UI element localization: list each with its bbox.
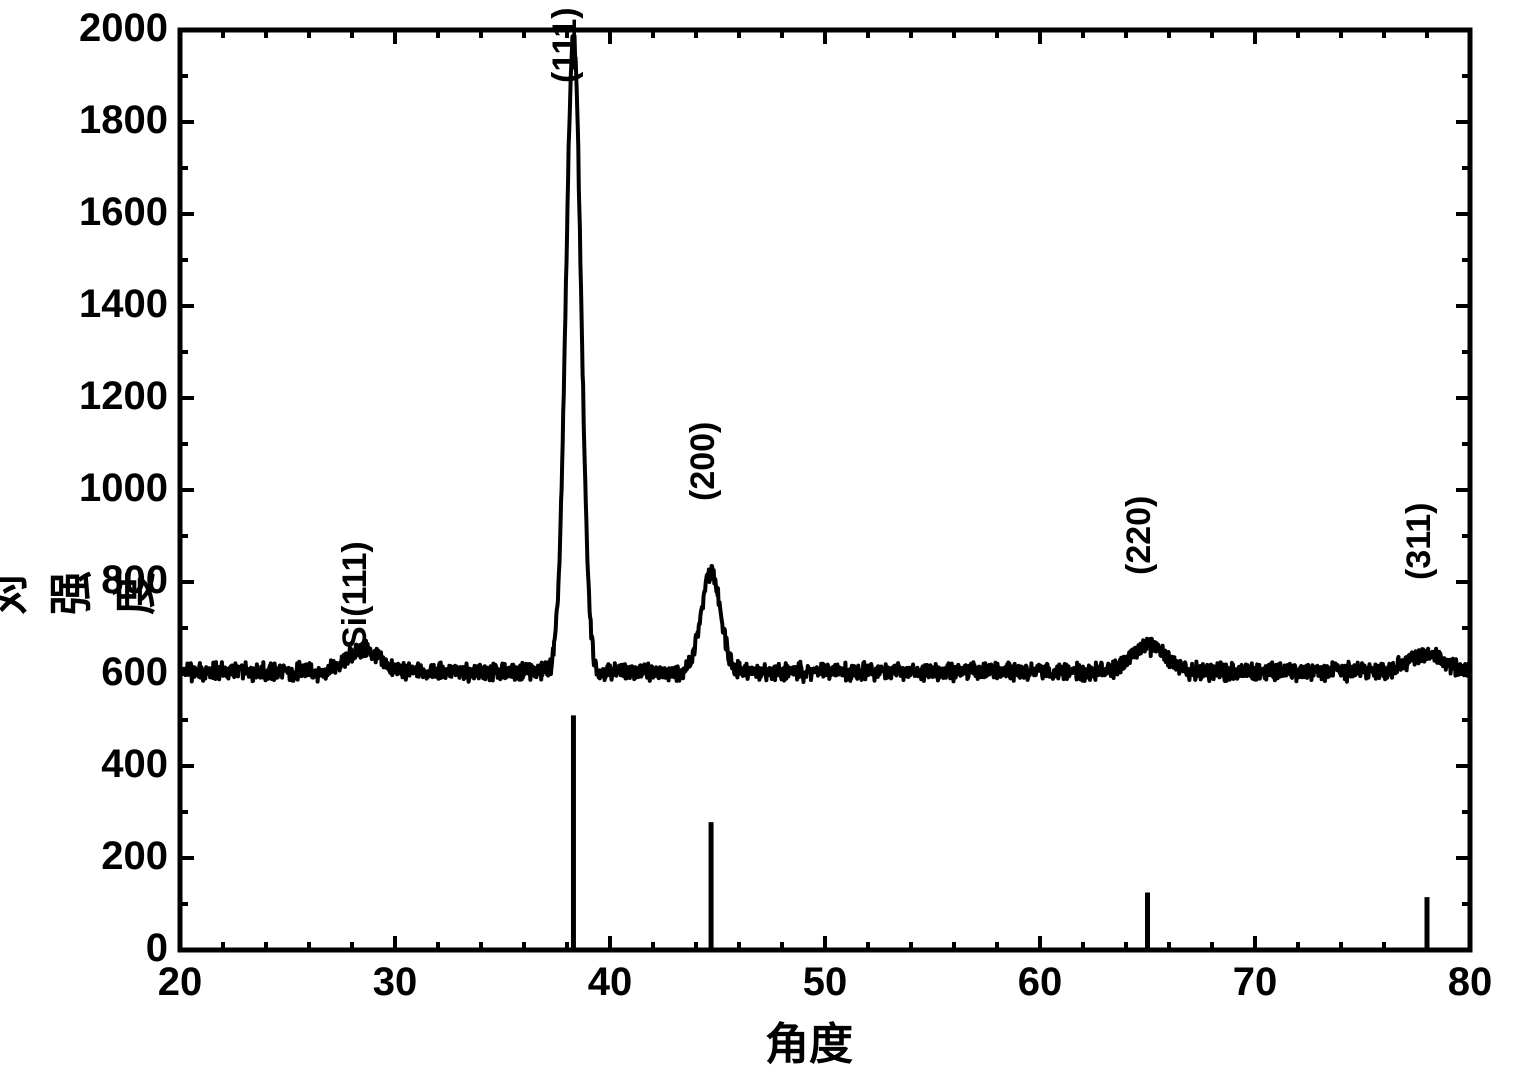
- y-tick-label: 1600: [48, 190, 168, 235]
- peak-label: (200): [684, 422, 723, 501]
- y-tick-label: 0: [48, 926, 168, 971]
- chart-svg: [0, 0, 1523, 1066]
- y-tick-label: 600: [48, 650, 168, 695]
- y-tick-label: 1400: [48, 282, 168, 327]
- x-tick-label: 50: [785, 960, 865, 1005]
- x-tick-label: 80: [1430, 960, 1510, 1005]
- xrd-chart: 相对强度 角度 20304050607080020040060080010001…: [0, 0, 1523, 1066]
- y-tick-label: 1800: [48, 98, 168, 143]
- x-tick-label: 40: [570, 960, 650, 1005]
- y-tick-label: 2000: [48, 6, 168, 51]
- x-tick-label: 70: [1215, 960, 1295, 1005]
- y-tick-label: 800: [48, 558, 168, 603]
- y-tick-label: 1200: [48, 374, 168, 419]
- peak-label: (311): [1400, 502, 1439, 580]
- peak-label: (111): [546, 7, 585, 83]
- peak-label: Si(111): [336, 541, 375, 649]
- y-tick-label: 200: [48, 834, 168, 879]
- peak-label: (220): [1120, 496, 1159, 575]
- x-axis-label: 角度: [765, 1008, 853, 1072]
- x-tick-label: 30: [355, 960, 435, 1005]
- y-tick-label: 1000: [48, 466, 168, 511]
- x-tick-label: 60: [1000, 960, 1080, 1005]
- y-tick-label: 400: [48, 742, 168, 787]
